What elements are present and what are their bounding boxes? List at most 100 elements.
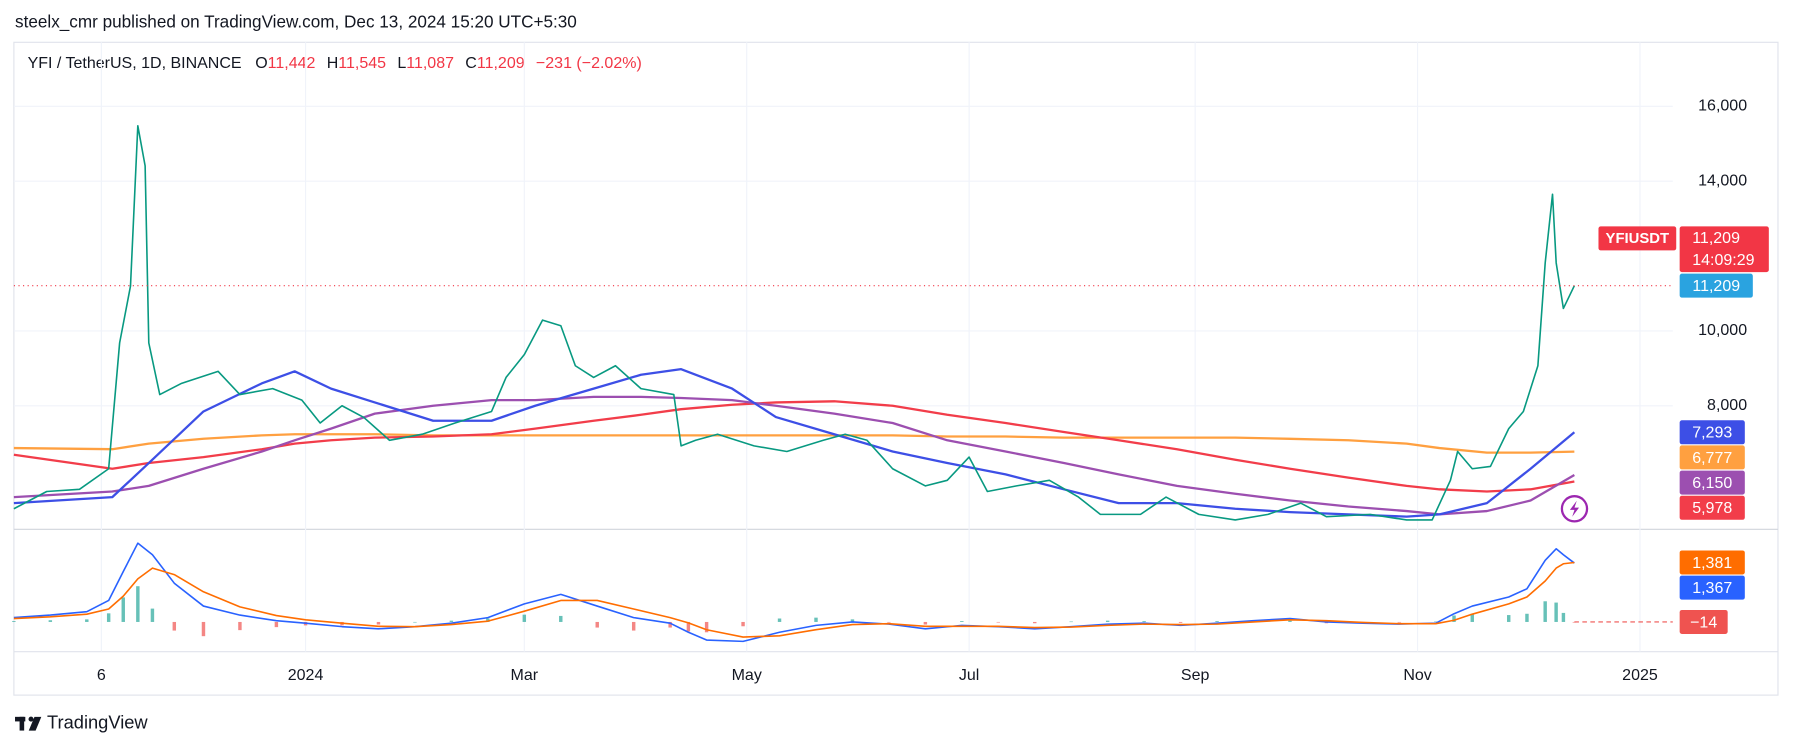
histogram-bar (1178, 621, 1183, 623)
histogram-bar (887, 621, 891, 623)
histogram-bar (960, 621, 964, 622)
histogram-bar (1288, 620, 1292, 622)
logo-part (28, 716, 42, 731)
countdown-label: 14:09:29 (1692, 252, 1754, 269)
histogram-bar (704, 621, 709, 633)
histogram-bar (522, 614, 527, 622)
histogram-bar (559, 615, 563, 622)
x-tick-label: 2025 (1622, 667, 1658, 684)
histogram-bar (1554, 602, 1558, 622)
histogram-bar (777, 618, 782, 622)
histogram-bar (814, 617, 818, 622)
value-tag (1679, 495, 1745, 520)
histogram-bar (1215, 621, 1219, 622)
histogram-bar (48, 620, 53, 622)
histogram-bar (413, 621, 417, 623)
histogram-bar (1434, 621, 1438, 623)
x-tick-label: Nov (1403, 667, 1431, 684)
histogram-bar (1105, 620, 1110, 622)
histogram-bar (923, 621, 928, 625)
moving-average (13, 395, 1575, 516)
histogram-bar (150, 608, 155, 622)
ohlc-key: H (327, 55, 339, 72)
histogram-bar (12, 621, 16, 622)
x-tick-label: 2024 (288, 667, 324, 684)
x-tick-label: Sep (1181, 667, 1210, 684)
histogram-bar (121, 597, 125, 622)
histogram-bar (238, 621, 242, 631)
value-tag (1679, 575, 1745, 600)
x-tick-label: 6 (97, 667, 106, 684)
histogram-bar (595, 621, 599, 628)
histogram-bar (486, 618, 490, 622)
histogram-bar (1069, 621, 1073, 623)
value-tag-label: −14 (1690, 614, 1717, 631)
macd-line (13, 561, 1575, 638)
value-tag-label: 6,150 (1692, 475, 1732, 492)
value-tag-label: 7,293 (1692, 425, 1732, 442)
ohlc-key: C (465, 55, 477, 72)
y-tick-label: 14,000 (1698, 172, 1747, 189)
symbol-tag-label: YFIUSDT (1606, 231, 1670, 247)
histogram-bar (136, 586, 140, 622)
value-tag-label: 5,978 (1692, 500, 1732, 517)
histogram-bar (1561, 612, 1566, 622)
histogram-bar (274, 621, 279, 628)
logo-part (19, 716, 25, 731)
value-tag-label: 1,367 (1692, 580, 1732, 597)
histogram-bar (1525, 613, 1529, 622)
histogram-bar (1470, 613, 1474, 622)
symbol: YFI / TetherUS, 1D, BINANCE (28, 55, 242, 72)
symbol-tag (1598, 226, 1677, 251)
chart-legend: YFI / TetherUS, 1D, BINANCE O11,442 H 11,… (28, 55, 642, 72)
ohlc-value: 11,442 (268, 55, 316, 72)
ohlc-key: O (255, 55, 267, 72)
footer-logo (15, 716, 42, 731)
histogram-bar (1033, 621, 1037, 624)
price-line (13, 124, 1576, 521)
moving-average (13, 433, 1575, 454)
histogram-bar (996, 621, 1001, 623)
value-tag (1679, 273, 1753, 298)
ohlc-key: L (397, 55, 406, 72)
histogram-bar (1507, 615, 1511, 622)
histogram-bar (668, 621, 672, 628)
x-tick-label: Mar (511, 667, 539, 684)
histogram-bar (201, 621, 206, 637)
histogram-bar (850, 619, 855, 622)
value-tag (1679, 445, 1745, 470)
x-tick-label: May (732, 667, 762, 684)
histogram-bar (172, 621, 177, 631)
histogram-bar (631, 621, 636, 631)
y-tick-label: 10,000 (1698, 322, 1747, 339)
grid (13, 42, 1673, 652)
histogram-bar (106, 613, 111, 622)
change: −231 (−2.02%) (536, 55, 642, 72)
price-tag-label: 11,209 (1692, 230, 1740, 247)
moving-average (13, 400, 1575, 493)
chart-frame (13, 41, 1779, 696)
x-tick-label: Jul (959, 667, 979, 684)
histogram-bar (1543, 601, 1547, 622)
histogram-bar (449, 620, 454, 622)
moving-average (13, 368, 1576, 518)
value-tag-label: 1,381 (1692, 555, 1732, 572)
y-tick-label: 8,000 (1707, 397, 1747, 414)
histogram-bar (1142, 621, 1146, 622)
logo-part (28, 716, 34, 722)
value-tag (1679, 420, 1745, 445)
price-tag (1679, 226, 1769, 273)
histogram-bar (1397, 621, 1402, 623)
value-tag (1679, 550, 1745, 575)
footer-brand: TradingView (47, 712, 148, 733)
value-tag-label: 11,209 (1692, 278, 1740, 295)
publisher-line: steelx_cmr published on TradingView.com,… (15, 11, 577, 31)
histogram-bar (741, 621, 745, 627)
value-tag-label: 6,777 (1692, 450, 1732, 467)
alert-icon (1560, 495, 1589, 523)
value-tag (1679, 470, 1745, 495)
ohlc-value: 11,087 (406, 55, 454, 72)
y-tick-label: 16,000 (1698, 98, 1747, 115)
